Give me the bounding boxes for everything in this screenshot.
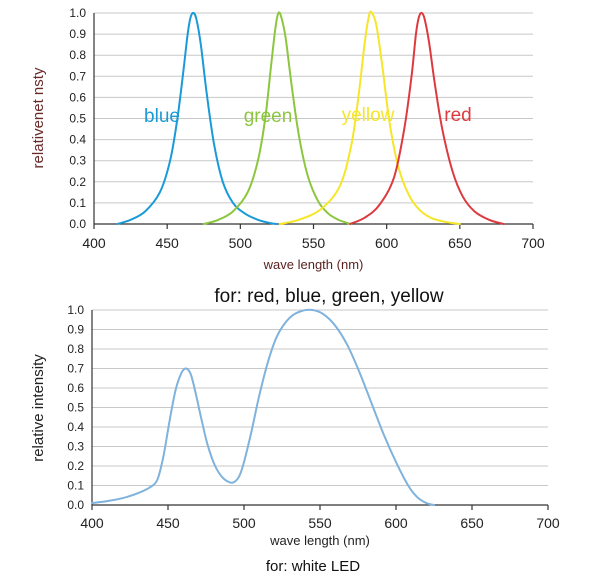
chart1-y-tick-label: 1.0 bbox=[69, 6, 86, 20]
chart2-y-tick-label: 0.8 bbox=[67, 342, 84, 356]
chart1-y-tick-label: 0.8 bbox=[69, 48, 86, 62]
chart1-series-label-yellow: yellow bbox=[342, 105, 395, 126]
chart1-series-label-green: green bbox=[244, 106, 293, 127]
chart2-y-tick-label: 0.6 bbox=[67, 381, 84, 395]
chart2-x-tick-label: 400 bbox=[80, 515, 104, 531]
chart2-y-tick-label: 0.3 bbox=[67, 440, 84, 454]
chart1-x-tick-label: 500 bbox=[229, 235, 253, 251]
chart1-x-tick-label: 550 bbox=[302, 235, 326, 251]
chart1-caption: for: red, blue, green, yellow bbox=[214, 286, 443, 307]
chart2-x-tick-label: 650 bbox=[460, 515, 484, 531]
chart1-y-tick-label: 0.5 bbox=[69, 112, 86, 126]
chart2-x-tick-label: 500 bbox=[232, 515, 256, 531]
chart2-y-tick-label: 1.0 bbox=[67, 303, 84, 317]
chart1-series-line-red bbox=[349, 11, 505, 225]
chart2-x-tick-label: 450 bbox=[156, 515, 180, 531]
chart1-x-axis-label: wave length (nm) bbox=[263, 257, 364, 272]
chart2-y-tick-label: 0.4 bbox=[67, 420, 84, 434]
chart1-x-tick-label: 400 bbox=[82, 235, 106, 251]
chart1-x-tick-label: 450 bbox=[155, 235, 179, 251]
chart2-x-axis-label: wave length (nm) bbox=[269, 533, 370, 548]
chart1-y-tick-label: 0.2 bbox=[69, 175, 86, 189]
chart2-y-tick-label: 0.2 bbox=[67, 459, 84, 473]
chart1-y-tick-label: 0.0 bbox=[69, 217, 86, 231]
chart1-series-line-yellow bbox=[278, 10, 461, 225]
chart1-series-label-red: red bbox=[444, 105, 471, 126]
chart2-caption: for: white LED bbox=[266, 558, 360, 575]
chart1-y-tick-label: 0.6 bbox=[69, 90, 86, 104]
chart2-x-tick-label: 550 bbox=[308, 515, 332, 531]
chart1-y-tick-label: 0.4 bbox=[69, 133, 86, 147]
chart2-y-tick-label: 0.1 bbox=[67, 479, 84, 493]
chart1-series-label-blue: blue bbox=[144, 106, 180, 127]
chart1-x-tick-label: 700 bbox=[521, 235, 545, 251]
chart2-x-tick-label: 700 bbox=[536, 515, 560, 531]
chart2-x-tick-label: 600 bbox=[384, 515, 408, 531]
chart2-y-tick-label: 0.0 bbox=[67, 498, 84, 512]
chart1-y-axis-label: relativenet nsty bbox=[30, 67, 47, 168]
chart1-series-line-green bbox=[202, 11, 352, 225]
chart1-x-tick-label: 600 bbox=[375, 235, 399, 251]
chart2-y-tick-label: 0.5 bbox=[67, 401, 84, 415]
chart1-x-tick-label: 650 bbox=[448, 235, 472, 251]
chart1-series-line-blue bbox=[116, 11, 278, 225]
chart2-series-line-spectrum bbox=[91, 308, 435, 506]
chart2-y-tick-label: 0.7 bbox=[67, 362, 84, 376]
chart1-y-tick-label: 0.9 bbox=[69, 27, 86, 41]
chart2-y-axis-label: relative intensity bbox=[30, 354, 47, 462]
chart1-y-tick-label: 0.7 bbox=[69, 69, 86, 83]
chart2-y-tick-label: 0.9 bbox=[67, 323, 84, 337]
chart1-y-tick-label: 0.1 bbox=[69, 196, 86, 210]
chart1-y-tick-label: 0.3 bbox=[69, 154, 86, 168]
